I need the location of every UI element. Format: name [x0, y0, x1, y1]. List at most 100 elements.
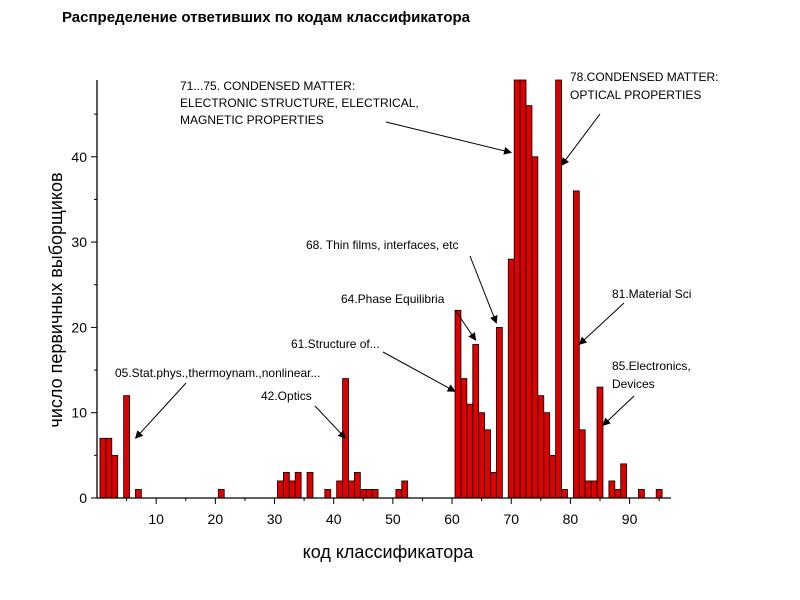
bar-code-1: [99, 437, 107, 499]
annotation-64: 64.Phase Equilibria: [341, 292, 477, 341]
bar-code-78: [555, 79, 562, 499]
bar-code-43: [348, 480, 355, 499]
bar-code-95: [655, 489, 663, 499]
x-tick-label-40: 40: [326, 511, 342, 527]
x-tick-label-30: 30: [267, 511, 283, 527]
y-tick-label-10: 10: [71, 405, 87, 421]
bar-code-47: [371, 489, 379, 499]
bar-code-2: [105, 437, 113, 499]
annotation-61: 61.Structure of...: [291, 337, 456, 392]
annotation-64-arrow: [454, 309, 477, 341]
bar-code-81: [572, 190, 580, 499]
y-tick-label-0: 0: [79, 490, 87, 506]
bar-code-83: [584, 480, 592, 499]
x-tick-label-50: 50: [385, 511, 401, 527]
x-tick-label-10: 10: [148, 511, 164, 527]
bar-code-63: [466, 403, 474, 499]
x-tick-label-90: 90: [622, 511, 638, 527]
bar-code-74: [531, 156, 539, 499]
bar-code-70: [507, 258, 515, 499]
bar-code-32: [282, 472, 290, 499]
y-tick-label-40: 40: [71, 149, 87, 165]
bar-code-75: [537, 395, 545, 499]
annotation-85-arrow: [602, 395, 635, 427]
bar-code-62: [460, 378, 468, 499]
x-tick-label-80: 80: [563, 511, 579, 527]
bar-code-3: [111, 454, 119, 499]
bar-code-82: [578, 429, 586, 499]
bar-code-66: [484, 429, 491, 499]
annotation-42-arrow: [314, 405, 347, 439]
x-axis-label: код классификатора: [303, 542, 475, 562]
annotation-68-arrow: [469, 255, 498, 324]
bar-code-45: [359, 489, 367, 499]
bar-code-61: [454, 309, 462, 499]
x-tick-label-70: 70: [503, 511, 519, 527]
bar-code-42: [342, 378, 349, 499]
annotation-81: 81.Material Sci: [578, 287, 691, 345]
annotation-05-arrow: [134, 382, 187, 439]
bars-layer: [99, 79, 663, 499]
bar-code-41: [336, 480, 343, 499]
annotation-71-75-line-1: 71...75. CONDENSED MATTER:: [180, 79, 355, 93]
bar-code-72: [519, 79, 527, 499]
bar-code-44: [354, 472, 361, 499]
bar-code-39: [324, 489, 332, 499]
annotation-64-line-1: 64.Phase Equilibria: [341, 292, 445, 306]
annotation-78-line-1: 78.CONDENSED MATTER:: [570, 70, 718, 84]
bar-code-76: [543, 412, 551, 499]
bar-code-77: [549, 454, 557, 499]
bar-code-71: [513, 79, 521, 499]
annotation-71-75-line-3: MAGNETIC PROPERTIES: [180, 113, 324, 127]
bar-code-31: [277, 480, 284, 499]
annotation-68-line-1: 68. Thin films, interfaces, etc: [306, 238, 459, 252]
bar-code-34: [294, 472, 302, 499]
bar-code-46: [365, 489, 373, 499]
bar-code-36: [306, 472, 314, 499]
bar-code-5: [123, 395, 130, 499]
annotation-78-arrow: [561, 113, 601, 166]
annotation-78-line-2: OPTICAL PROPERTIES: [570, 88, 701, 102]
bar-code-65: [478, 412, 485, 499]
bar-code-87: [608, 480, 616, 499]
axes-layer: 10 20 30 40 50 60 70 80 90 0 10 20 30 40: [71, 80, 671, 527]
bar-code-67: [490, 472, 497, 499]
annotation-42: 42.Optics: [261, 389, 347, 439]
bar-code-84: [590, 480, 598, 499]
bar-code-79: [561, 489, 568, 499]
annotation-68: 68. Thin films, interfaces, etc: [306, 238, 498, 324]
x-tick-label-60: 60: [444, 511, 460, 527]
bar-code-88: [614, 489, 622, 499]
bar-code-52: [401, 480, 409, 499]
y-tick-label-30: 30: [71, 234, 87, 250]
annotation-71-75-arrow: [385, 121, 512, 155]
bar-code-21: [217, 489, 225, 499]
bar-code-89: [620, 463, 628, 499]
x-tick-label-20: 20: [208, 511, 224, 527]
annotation-78: 78.CONDENSED MATTER: OPTICAL PROPERTIES: [561, 70, 718, 166]
y-tick-label-20: 20: [71, 319, 87, 335]
annotation-71-75-line-2: ELECTRONIC STRUCTURE, ELECTRICAL,: [180, 96, 419, 110]
annotation-61-line-1: 61.Structure of...: [291, 337, 380, 351]
annotation-85: 85.Electronics, Devices: [602, 359, 691, 427]
bar-code-7: [135, 489, 142, 499]
bar-code-73: [525, 105, 533, 499]
annotation-61-arrow: [382, 351, 456, 392]
annotation-71-75: 71...75. CONDENSED MATTER: ELECTRONIC ST…: [180, 79, 512, 155]
bar-code-68: [496, 326, 503, 499]
bar-code-85: [596, 386, 604, 499]
annotation-85-line-2: Devices: [612, 377, 655, 391]
annotation-81-arrow: [578, 302, 625, 345]
annotation-05-line-1: 05.Stat.phys.,thermoynam.,nonlinear...: [115, 366, 320, 380]
bar-code-92: [638, 489, 645, 499]
annotation-85-line-1: 85.Electronics,: [612, 359, 691, 373]
bar-code-51: [395, 489, 403, 499]
y-axis-label: число первичных выборщиков: [46, 172, 66, 427]
ticks-layer: 10 20 30 40 50 60 70 80 90 0 10 20 30 40: [71, 113, 660, 527]
bar-code-64: [472, 344, 480, 499]
slide-title: Распределение ответивших по кодам класси…: [62, 9, 470, 26]
annotation-81-line-1: 81.Material Sci: [612, 287, 691, 301]
annotation-05: 05.Stat.phys.,thermoynam.,nonlinear...: [115, 366, 320, 439]
bar-code-33: [288, 480, 296, 499]
